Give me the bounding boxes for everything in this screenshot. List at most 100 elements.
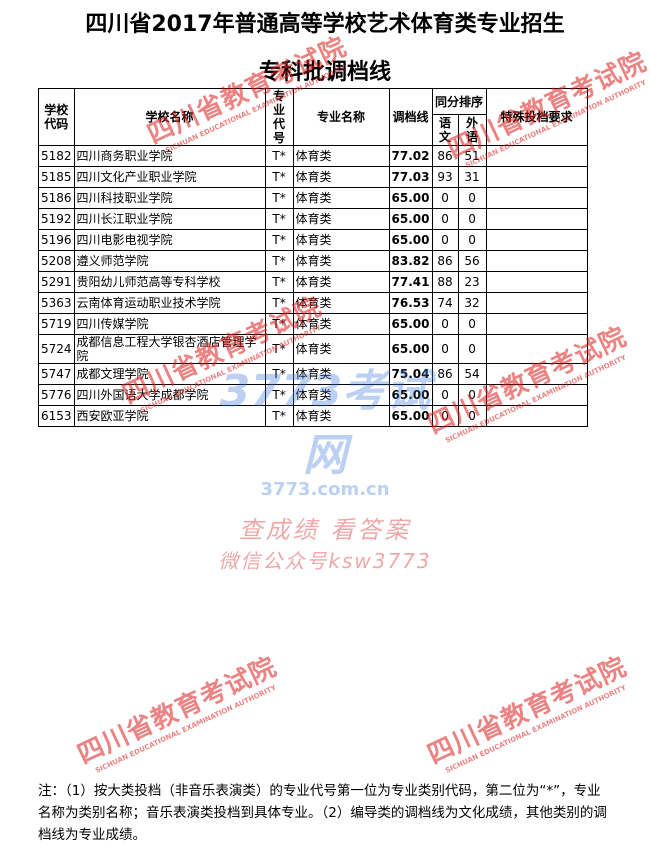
table-cell: 体育类 xyxy=(292,208,390,230)
header-cell: 同分排序 xyxy=(431,87,487,116)
table-row: 5747 成都文理学院 T* 体育类 75.04 86 54 xyxy=(38,363,588,385)
table-cell: T* xyxy=(264,313,294,335)
table-cell: 65.00 xyxy=(388,334,433,364)
table-cell: 体育类 xyxy=(292,145,390,167)
subtitle: 专科批调档线 xyxy=(258,60,391,85)
table-cell: T* xyxy=(264,271,294,293)
watermark-subtitle: SICHUAN EDUCATIONAL EXAMINATION AUTHORIT… xyxy=(94,683,278,775)
table-cell: 四川长江职业学院 xyxy=(73,208,266,230)
header-cell: 学校名称 xyxy=(73,88,266,146)
table-cell: 体育类 xyxy=(292,405,390,427)
table-cell: 77.41 xyxy=(388,271,433,293)
table-cell: 贵阳幼儿师范高等专科学校 xyxy=(73,271,266,293)
table-cell xyxy=(485,187,588,209)
title: 四川省2017年普通高等学校艺术体育类专业招生 xyxy=(85,12,565,37)
header-cell: 调档线 xyxy=(388,88,433,146)
table-cell: 成都文理学院 xyxy=(73,363,266,385)
table-cell: 四川科技职业学院 xyxy=(73,187,266,209)
table-cell: 体育类 xyxy=(292,334,390,364)
header-cell: 专业代号 xyxy=(264,88,294,146)
table-cell: 54 xyxy=(457,363,487,385)
table-cell xyxy=(485,145,588,167)
header-cell: 语文 xyxy=(431,114,459,146)
table-cell: 5724 xyxy=(38,334,75,364)
table-cell: 5208 xyxy=(38,250,75,272)
header-cell: 学校代码 xyxy=(38,88,75,146)
table-row: 6153 西安欧亚学院 T* 体育类 65.00 0 0 xyxy=(38,405,588,427)
table-cell: 32 xyxy=(457,292,487,314)
table-cell: 体育类 xyxy=(292,384,390,406)
table-cell: 四川传媒学院 xyxy=(73,313,266,335)
table-cell: 5186 xyxy=(38,187,75,209)
table-row: 5291 贵阳幼儿师范高等专科学校 T* 体育类 77.41 88 23 xyxy=(38,271,588,293)
table-cell: 5185 xyxy=(38,166,75,188)
table-cell: 31 xyxy=(457,166,487,188)
watermark-url: 3773.com.cn xyxy=(260,479,390,500)
table-cell: 65.00 xyxy=(388,229,433,251)
table-cell: T* xyxy=(264,292,294,314)
table-cell: 5747 xyxy=(38,363,75,385)
table-cell: 0 xyxy=(431,334,459,364)
table-cell: 体育类 xyxy=(292,187,390,209)
table-cell: 四川电影电视学院 xyxy=(73,229,266,251)
table-cell: 56 xyxy=(457,250,487,272)
table-cell xyxy=(485,208,588,230)
table-cell: 51 xyxy=(457,145,487,167)
table-cell: 83.82 xyxy=(388,250,433,272)
stamp-watermark: 四川省教育考试院 SICHUAN EDUCATIONAL EXAMINATION … xyxy=(421,646,636,778)
table-row: 5724 成都信息工程大学银杏酒店管理学院 T* 体育类 65.00 0 0 xyxy=(38,334,588,364)
table-cell xyxy=(485,271,588,293)
table-cell: 5363 xyxy=(38,292,75,314)
table-cell: T* xyxy=(264,187,294,209)
table-cell: 0 xyxy=(457,405,487,427)
table-cell: 体育类 xyxy=(292,166,390,188)
table-cell: T* xyxy=(264,334,294,364)
table-cell: 0 xyxy=(431,405,459,427)
table-row: 5196 四川电影电视学院 T* 体育类 65.00 0 0 xyxy=(38,229,588,251)
header-cell: 外语 xyxy=(457,114,487,146)
table-row: 5185 四川文化产业职业学院 T* 体育类 77.03 93 31 xyxy=(38,166,588,188)
table-row: 5182 四川商务职业学院 T* 体育类 77.02 86 51 xyxy=(38,145,588,167)
table-cell: 0 xyxy=(457,187,487,209)
table-cell: 74 xyxy=(431,292,459,314)
table-cell: 77.03 xyxy=(388,166,433,188)
table-cell: 6153 xyxy=(38,405,75,427)
table-cell: 四川商务职业学院 xyxy=(73,145,266,167)
table-cell: T* xyxy=(264,145,294,167)
table-cell: 西安欧亚学院 xyxy=(73,405,266,427)
table-cell: 75.04 xyxy=(388,363,433,385)
table-cell xyxy=(485,229,588,251)
table-cell: 86 xyxy=(431,250,459,272)
table-cell xyxy=(485,334,588,364)
table-cell xyxy=(485,405,588,427)
table-body: 5182 四川商务职业学院 T* 体育类 77.02 86 51 5185 四川文化产业职业学院… xyxy=(38,145,588,427)
table-cell: 65.00 xyxy=(388,208,433,230)
watermark-title: 四川省教育考试院 xyxy=(423,651,632,771)
table-cell: 65.00 xyxy=(388,313,433,335)
table-cell xyxy=(485,363,588,385)
table-cell: 0 xyxy=(457,384,487,406)
table-cell: 体育类 xyxy=(292,363,390,385)
table-cell: 77.02 xyxy=(388,145,433,167)
table-cell xyxy=(485,250,588,272)
table-cell: 93 xyxy=(431,166,459,188)
table-cell: 65.00 xyxy=(388,187,433,209)
table-cell: 体育类 xyxy=(292,271,390,293)
table-cell: T* xyxy=(264,229,294,251)
stamp-watermark: 四川省教育考试院 SICHUAN EDUCATIONAL EXAMINATION … xyxy=(71,646,286,778)
table-cell: 5776 xyxy=(38,384,75,406)
table-cell: 0 xyxy=(457,334,487,364)
table-cell: 0 xyxy=(457,208,487,230)
table-cell: 0 xyxy=(457,313,487,335)
table-row: 5776 四川外国语大学成都学院 T* 体育类 65.00 0 0 xyxy=(38,384,588,406)
table-cell: 体育类 xyxy=(292,313,390,335)
table-cell: 5192 xyxy=(38,208,75,230)
score-table: 学校代码 学校名称 专业代号 专业名称 调档线 同分排序 特殊投档要求 语文 外… xyxy=(38,87,588,427)
table-row: 5208 遵义师范学院 T* 体育类 83.82 86 56 xyxy=(38,250,588,272)
table-cell: 76.53 xyxy=(388,292,433,314)
watermark-title: 四川省教育考试院 xyxy=(73,651,282,771)
table-row: 5363 云南体育运动职业技术学院 T* 体育类 76.53 74 32 xyxy=(38,292,588,314)
table-cell: 0 xyxy=(431,208,459,230)
